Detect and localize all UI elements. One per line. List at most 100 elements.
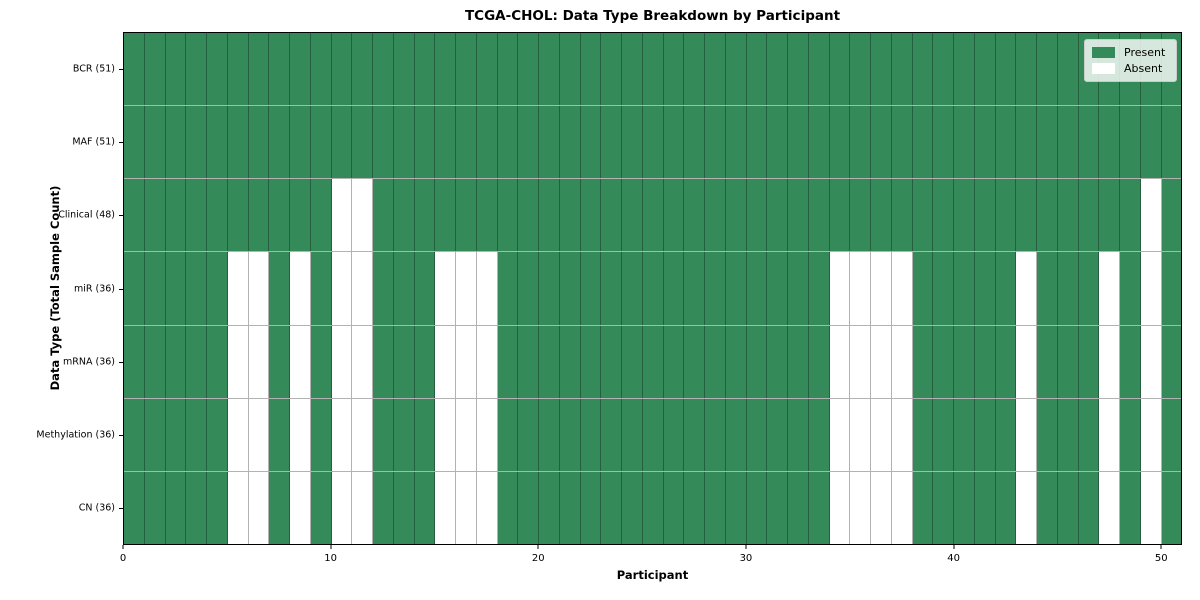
grid-row: [124, 325, 1182, 399]
x-tick-mark: [537, 545, 539, 549]
grid-cell: [601, 398, 622, 471]
grid-cell: [1140, 179, 1162, 252]
grid-cell: [954, 33, 975, 106]
grid-cell: [290, 398, 311, 471]
grid-cell: [290, 471, 311, 544]
grid-cell: [269, 471, 290, 544]
grid-cell: [269, 252, 290, 325]
grid-cell: [663, 179, 685, 252]
grid-cell: [788, 325, 809, 398]
grid-cell: [850, 33, 871, 106]
grid-cell: [165, 325, 187, 398]
grid-cell: [622, 33, 643, 106]
grid-cell: [248, 33, 270, 106]
grid-cell: [580, 179, 602, 252]
grid-cell: [1057, 33, 1079, 106]
grid-cell: [518, 179, 539, 252]
grid-cell: [829, 33, 851, 106]
y-tick-label: miR (36): [73, 283, 115, 294]
grid-cell: [352, 179, 373, 252]
grid-cell: [1099, 325, 1120, 398]
grid-cell: [829, 471, 851, 544]
grid-cell: [373, 252, 394, 325]
grid-cell: [186, 252, 207, 325]
grid-cell: [684, 33, 705, 106]
grid-cell: [518, 252, 539, 325]
grid-cell: [476, 252, 498, 325]
grid-cell: [227, 33, 249, 106]
grid-cell: [1037, 398, 1058, 471]
grid-cell: [1140, 106, 1162, 179]
grid-cell: [995, 33, 1017, 106]
grid-cell: [373, 33, 394, 106]
x-tick-label: 20: [531, 553, 545, 564]
grid-cell: [1057, 471, 1079, 544]
y-tick-mark: [119, 215, 123, 217]
grid-cell: [684, 471, 705, 544]
grid-cell: [1078, 471, 1100, 544]
grid-cell: [1037, 179, 1058, 252]
grid-cell: [808, 252, 830, 325]
grid-cell: [331, 471, 353, 544]
grid-cell: [1037, 33, 1058, 106]
grid-cell: [1057, 325, 1079, 398]
grid-cell: [850, 106, 871, 179]
grid-cell: [393, 398, 415, 471]
grid-cell: [414, 106, 436, 179]
grid-cell: [663, 471, 685, 544]
grid-cell: [684, 252, 705, 325]
grid-cell: [767, 179, 788, 252]
grid-cell: [663, 325, 685, 398]
grid-cell: [476, 179, 498, 252]
x-tick-mark: [1160, 545, 1162, 549]
y-tick-mark: [119, 508, 123, 510]
legend: Present Absent: [1084, 39, 1177, 82]
grid-cell: [1099, 252, 1120, 325]
grid-cell: [539, 398, 560, 471]
grid-cell: [663, 398, 685, 471]
x-tick-mark: [122, 545, 124, 549]
grid-cell: [1120, 252, 1141, 325]
grid-cell: [1161, 179, 1182, 252]
grid-cell: [269, 106, 290, 179]
grid-cell: [705, 398, 726, 471]
grid-cell: [1016, 471, 1037, 544]
grid-cell: [476, 398, 498, 471]
grid-cell: [476, 33, 498, 106]
grid-cell: [497, 252, 519, 325]
grid-cell: [290, 252, 311, 325]
grid-cell: [559, 106, 581, 179]
grid-cell: [1161, 106, 1182, 179]
grid-cell: [850, 398, 871, 471]
grid-cell: [891, 106, 913, 179]
grid-cell: [269, 179, 290, 252]
grid-cell: [642, 179, 664, 252]
grid-cell: [186, 33, 207, 106]
grid-cell: [144, 252, 166, 325]
grid-cell: [331, 398, 353, 471]
grid-cell: [539, 471, 560, 544]
y-tick-label: mRNA (36): [63, 356, 115, 368]
grid-cell: [539, 325, 560, 398]
grid-cell: [248, 471, 270, 544]
grid-cell: [539, 252, 560, 325]
grid-cell: [310, 252, 332, 325]
grid-row: [124, 33, 1182, 107]
x-tick-mark: [953, 545, 955, 549]
grid-cell: [788, 106, 809, 179]
grid-cell: [1078, 252, 1100, 325]
grid-cell: [186, 325, 207, 398]
legend-entry-absent: Absent: [1092, 63, 1169, 74]
grid-cell: [1099, 179, 1120, 252]
grid-cell: [1140, 471, 1162, 544]
grid-cell: [601, 471, 622, 544]
grid-row: [124, 106, 1182, 180]
grid-cell: [227, 106, 249, 179]
grid-cell: [788, 179, 809, 252]
grid-cell: [290, 33, 311, 106]
grid-cell: [435, 106, 456, 179]
grid-cell: [207, 325, 228, 398]
grid-cell: [746, 398, 768, 471]
grid-cell: [1057, 179, 1079, 252]
grid-cell: [746, 471, 768, 544]
